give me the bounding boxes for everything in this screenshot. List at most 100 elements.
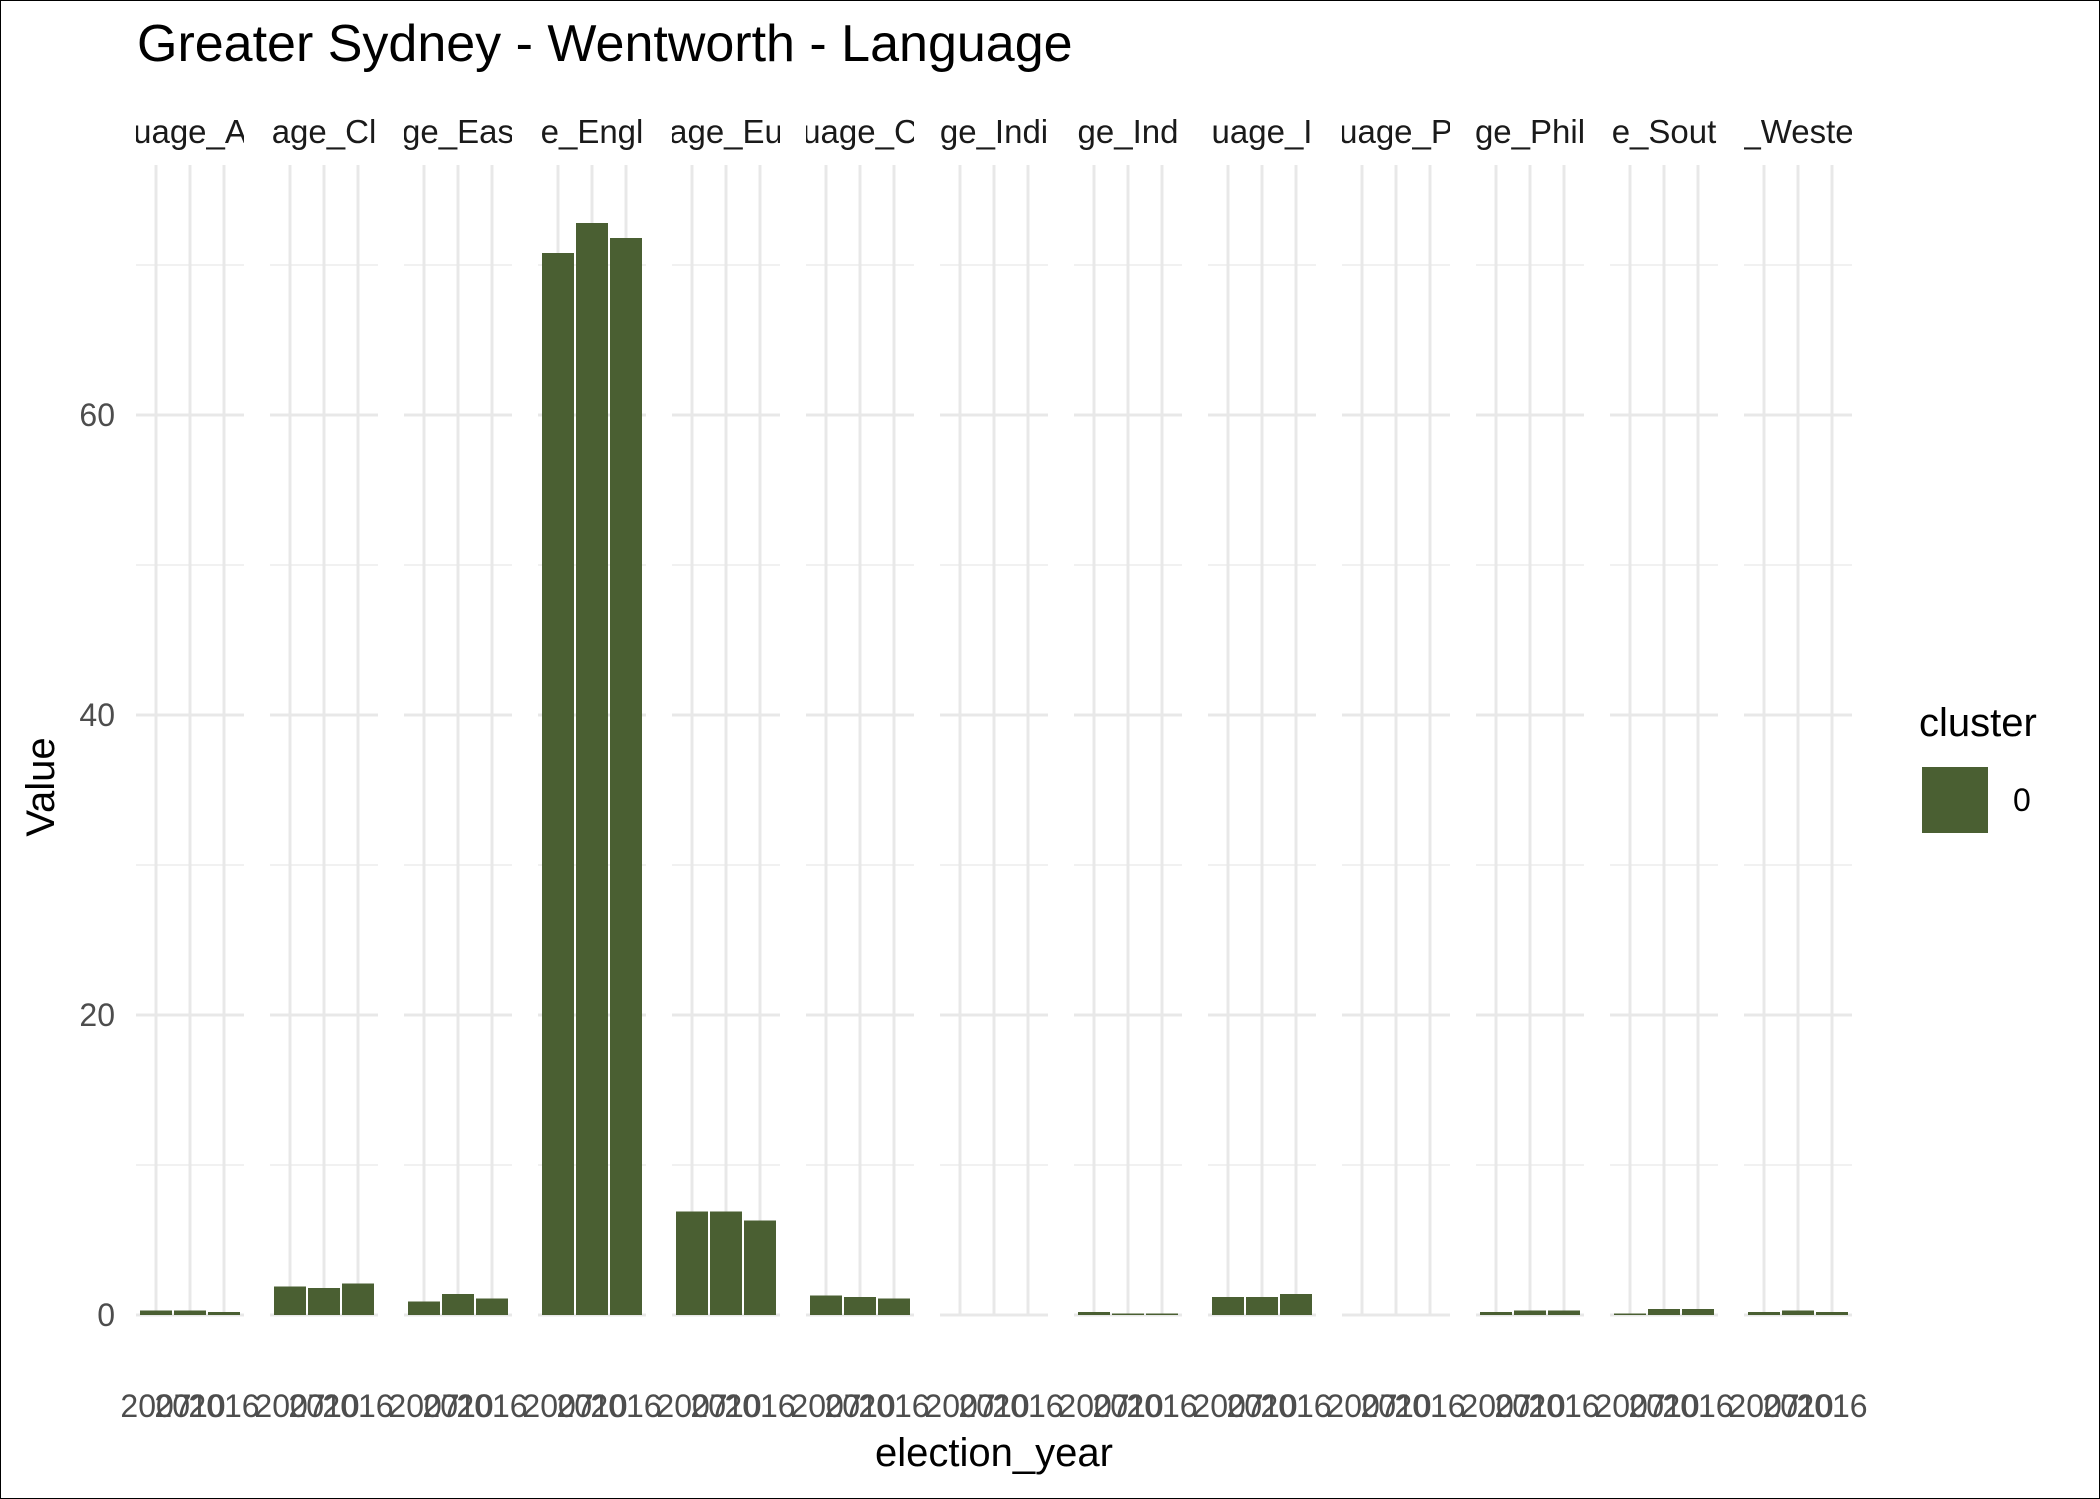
x-tick-label: 2016 — [992, 1388, 1063, 1424]
x-tick-label: 2010 — [556, 1388, 627, 1424]
chart-title: Greater Sydney - Wentworth - Language — [137, 15, 1073, 73]
grid-layer — [136, 165, 1852, 1317]
y-tick-labels: 0 20 40 60 — [79, 397, 115, 1333]
legend-key-cluster-0 — [1922, 767, 1988, 833]
facet-strip-label: ge_Ind — [1078, 113, 1179, 150]
x-tick-label: 2010 — [690, 1388, 761, 1424]
x-tick-label: 2016 — [724, 1388, 795, 1424]
facet-strip-labels: uage_A age_Cl ge_Eas e_Engl age_Eu uage_C ge_I… — [133, 113, 1853, 150]
facet-panel — [1476, 165, 1584, 1317]
facet-strip-label: ge_Eas — [402, 113, 514, 150]
x-tick-label: 2016 — [456, 1388, 527, 1424]
bar — [710, 1211, 742, 1315]
x-tick-label: 2007 — [1594, 1388, 1665, 1424]
bar — [1782, 1310, 1814, 1315]
bar — [442, 1294, 474, 1315]
x-tick-label: 2007 — [120, 1388, 191, 1424]
x-tick-label: 2007 — [522, 1388, 593, 1424]
x-tick-label: 2007 — [388, 1388, 459, 1424]
x-tick-label: 2007 — [790, 1388, 861, 1424]
x-tick-label: 2010 — [1628, 1388, 1699, 1424]
bar — [1212, 1297, 1244, 1315]
bar — [610, 238, 642, 1315]
x-tick-label: 2016 — [1796, 1388, 1867, 1424]
bar — [1748, 1312, 1780, 1315]
x-tick-label: 2010 — [1092, 1388, 1163, 1424]
facet-strip-label: e_Engl — [541, 113, 644, 150]
bar — [1146, 1313, 1178, 1315]
x-tick-label: 2016 — [1528, 1388, 1599, 1424]
x-tick-label: 2007 — [1192, 1388, 1263, 1424]
bar — [878, 1298, 910, 1315]
x-tick-label: 2010 — [1494, 1388, 1565, 1424]
x-tick-label: 2010 — [1762, 1388, 1833, 1424]
bar — [810, 1295, 842, 1315]
bar — [576, 223, 608, 1315]
facet-strip-label: uage_I — [1212, 113, 1313, 150]
facet-panel — [1208, 165, 1316, 1317]
y-tick-label: 0 — [97, 1297, 115, 1333]
facet-strip-label: uage_A — [133, 113, 247, 150]
x-tick-label: 2016 — [590, 1388, 661, 1424]
x-tick-label: 2007 — [924, 1388, 995, 1424]
facet-panel — [672, 165, 780, 1317]
bar — [342, 1283, 374, 1315]
x-tick-label: 2016 — [1394, 1388, 1465, 1424]
bar — [744, 1220, 776, 1315]
x-tick-label: 2010 — [824, 1388, 895, 1424]
facet-panel — [1342, 165, 1450, 1317]
x-tick-label: 2010 — [288, 1388, 359, 1424]
x-tick-label: 2007 — [656, 1388, 727, 1424]
bar — [274, 1286, 306, 1315]
y-tick-label: 20 — [79, 997, 115, 1033]
bar — [308, 1288, 340, 1315]
legend: cluster 0 — [1919, 701, 2037, 833]
legend-title: cluster — [1919, 701, 2037, 745]
facet-panel — [1074, 165, 1182, 1317]
facet-strip-label: uage_P — [1339, 113, 1453, 150]
y-tick-label: 60 — [79, 397, 115, 433]
facet-panel — [806, 165, 914, 1317]
x-tick-label: 2016 — [858, 1388, 929, 1424]
legend-label-cluster-0: 0 — [2013, 782, 2031, 818]
x-tick-label: 2007 — [254, 1388, 325, 1424]
bar — [476, 1298, 508, 1315]
y-axis-title: Value — [19, 737, 63, 836]
bar — [1514, 1310, 1546, 1315]
x-tick-label: 2016 — [322, 1388, 393, 1424]
bar — [1280, 1294, 1312, 1315]
facet-panel — [136, 165, 244, 1317]
x-tick-label: 2016 — [1126, 1388, 1197, 1424]
facet-panel — [270, 165, 378, 1317]
facet-strip-label: _Weste — [1741, 113, 1853, 150]
bar — [408, 1301, 440, 1315]
x-axis-title: election_year — [875, 1431, 1113, 1475]
x-tick-label: 2010 — [958, 1388, 1029, 1424]
x-tick-label: 2010 — [1360, 1388, 1431, 1424]
facet-strip-label: e_Sout — [1612, 113, 1717, 150]
bar — [676, 1211, 708, 1315]
x-tick-label: 2010 — [154, 1388, 225, 1424]
x-tick-label: 2007 — [1460, 1388, 1531, 1424]
bar — [1682, 1309, 1714, 1315]
bar — [844, 1297, 876, 1315]
facet-strip-label: age_Eu — [669, 113, 783, 150]
bar — [174, 1310, 206, 1315]
bar — [1816, 1312, 1848, 1315]
facet-panel — [1610, 165, 1718, 1317]
bar — [1112, 1313, 1144, 1315]
bar — [1648, 1309, 1680, 1315]
facet-strip-label: age_Cl — [272, 113, 377, 150]
x-tick-label: 2007 — [1326, 1388, 1397, 1424]
bar — [1246, 1297, 1278, 1315]
x-tick-label: 2007 — [1058, 1388, 1129, 1424]
x-tick-labels: 2007201020162007201020162007201020162007… — [120, 1388, 1867, 1424]
bars-layer — [140, 223, 1848, 1315]
bar — [1548, 1310, 1580, 1315]
facet-strip-label: ge_Indi — [940, 113, 1048, 150]
facet-panel — [404, 165, 512, 1317]
facet-panel — [1744, 165, 1852, 1317]
x-tick-label: 2016 — [1662, 1388, 1733, 1424]
facet-panel — [940, 165, 1048, 1317]
